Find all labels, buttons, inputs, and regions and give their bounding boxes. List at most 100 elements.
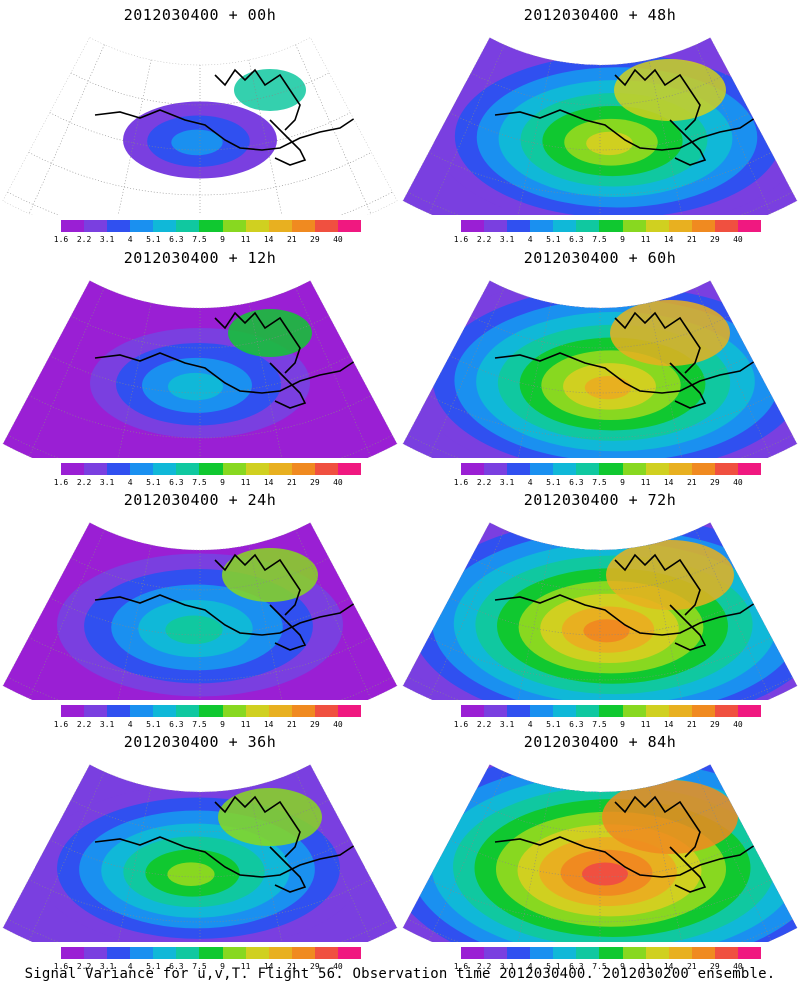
colorbar-swatch	[507, 705, 531, 717]
longitude-line	[295, 771, 372, 941]
colorbar-swatch	[668, 463, 692, 475]
longitude-line	[112, 302, 152, 458]
colorbar-swatch	[622, 705, 646, 717]
colorbar-label: 21	[686, 962, 697, 971]
colorbar-label: 9	[620, 478, 625, 487]
longitude-line	[428, 529, 505, 699]
colorbar-swatch	[737, 947, 762, 959]
panel-title: 2012030400 + 24h	[123, 491, 277, 509]
colorbar-swatch	[576, 705, 600, 717]
colorbar-label: 9	[220, 478, 225, 487]
colorbar-swatch	[737, 220, 762, 232]
colorbar-label: 5.1	[146, 235, 161, 244]
colorbar-label: 1.6	[453, 962, 469, 971]
colorbar-label: 3.1	[99, 478, 115, 487]
colorbar-label: 29	[710, 720, 720, 729]
colorbar-label: 2.2	[76, 235, 92, 244]
colorbar-swatch	[337, 947, 362, 959]
forecast-panel: 2012030400 + 60h 1.6 2.2 3.1 4 5.1 6.3 7.5 9 11 14…	[400, 243, 800, 493]
colorbar	[61, 463, 362, 475]
colorbar-label: 9	[220, 235, 225, 244]
colorbar-label: 1.6	[53, 478, 69, 487]
colorbar-swatch	[714, 220, 738, 232]
longitude-line	[648, 544, 688, 700]
longitude-line	[648, 302, 688, 458]
colorbar-label: 14	[263, 720, 274, 729]
colorbar-swatch	[222, 947, 246, 959]
colorbar-label: 7.5	[592, 235, 607, 244]
colorbar-label: 6.3	[569, 720, 584, 729]
colorbar-swatch	[176, 947, 200, 959]
colorbar-label: 9	[620, 962, 625, 971]
colorbar-swatch	[314, 220, 338, 232]
colorbar-label: 7.5	[192, 962, 207, 971]
colorbar-label: 11	[640, 235, 651, 244]
colorbar-label: 5.1	[546, 235, 561, 244]
colorbar-swatch	[461, 705, 485, 717]
colorbar-swatch	[314, 705, 338, 717]
variance-contour	[218, 788, 322, 846]
colorbar-swatch	[461, 463, 485, 475]
colorbar-labels: 1.6 2.2 3.1 4 5.1 6.3 7.5 9 11 14 21 29 40	[54, 720, 361, 732]
colorbar-swatch	[84, 220, 108, 232]
colorbar-label: 40	[333, 720, 343, 729]
colorbar-swatch	[199, 705, 223, 717]
variance-contour	[165, 615, 223, 645]
colorbar-swatch	[199, 463, 223, 475]
colorbar-swatch	[291, 220, 315, 232]
colorbar-label: 11	[640, 720, 651, 729]
colorbar	[461, 463, 762, 475]
variance-map	[402, 280, 798, 458]
colorbar-swatch	[107, 947, 131, 959]
longitude-line	[28, 287, 105, 457]
variance-contour	[583, 619, 630, 643]
colorbar-swatch	[199, 947, 223, 959]
colorbar-label: 9	[220, 962, 225, 971]
colorbar-label: 7.5	[192, 720, 207, 729]
colorbar-swatch	[268, 705, 292, 717]
colorbar-label: 4	[527, 235, 533, 244]
colorbar-label: 1.6	[453, 478, 469, 487]
variance-contour	[602, 780, 738, 854]
colorbar-swatch	[668, 705, 692, 717]
colorbar-labels: 1.6 2.2 3.1 4 5.1 6.3 7.5 9 11 14 21 29 40	[454, 962, 761, 974]
colorbar-swatch	[737, 463, 762, 475]
colorbar-swatch	[84, 705, 108, 717]
colorbar-swatch	[245, 947, 269, 959]
longitude-line	[428, 287, 505, 457]
colorbar-label: 5.1	[546, 962, 561, 971]
variance-contour	[228, 309, 312, 357]
colorbar-swatch	[484, 463, 508, 475]
colorbar-swatch	[599, 463, 623, 475]
colorbar-label: 40	[333, 478, 343, 487]
colorbar-label: 6.3	[169, 478, 184, 487]
colorbar-label: 3.1	[99, 962, 115, 971]
colorbar-swatch	[622, 947, 646, 959]
longitude-line	[512, 786, 552, 942]
longitude-line	[295, 529, 372, 699]
colorbar-label: 9	[620, 720, 625, 729]
colorbar-swatch	[507, 463, 531, 475]
colorbar-swatch	[645, 220, 669, 232]
colorbar-label: 11	[240, 235, 251, 244]
panel-title: 2012030400 + 36h	[123, 733, 277, 751]
colorbar-swatch	[61, 220, 85, 232]
colorbar-swatch	[130, 947, 154, 959]
colorbar-labels: 1.6 2.2 3.1 4 5.1 6.3 7.5 9 11 14 21 29 40	[454, 235, 761, 247]
coastline	[494, 553, 756, 651]
colorbar-swatch	[245, 463, 269, 475]
colorbar-label: 11	[240, 478, 251, 487]
colorbar-swatch	[599, 705, 623, 717]
colorbar-label: 29	[310, 235, 320, 244]
longitude-line	[112, 786, 152, 942]
variance-contour	[234, 69, 306, 111]
colorbar-swatch	[668, 947, 692, 959]
colorbar-label: 5.1	[146, 962, 161, 971]
colorbar-label: 9	[620, 235, 625, 244]
colorbar-swatch	[530, 947, 554, 959]
colorbar-label: 3.1	[499, 235, 515, 244]
colorbar-label: 14	[263, 235, 274, 244]
variance-map	[2, 280, 398, 458]
colorbar-swatch	[61, 947, 85, 959]
